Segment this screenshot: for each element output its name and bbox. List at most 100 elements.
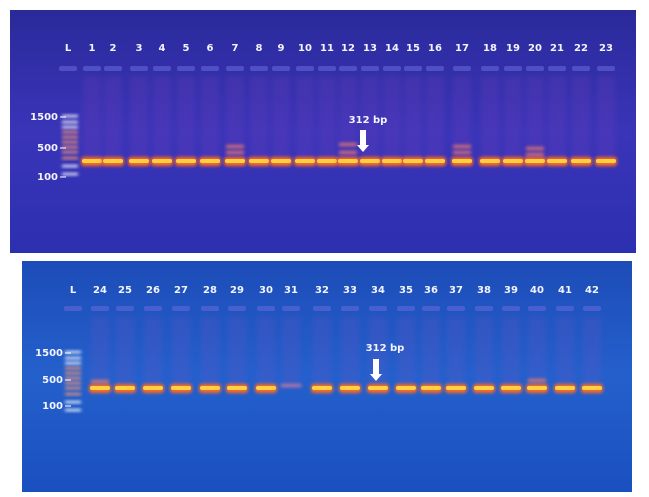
extra-band [339, 143, 357, 146]
lane-label: 32 [315, 285, 329, 296]
ladder-band [62, 121, 78, 123]
band [582, 386, 602, 390]
ladder-band [65, 367, 81, 369]
well [177, 66, 195, 71]
band [115, 386, 135, 390]
lane-label: 25 [118, 285, 132, 296]
well [153, 66, 171, 71]
well [397, 306, 415, 311]
lane-label: 1 [89, 43, 96, 54]
lane-label: 35 [399, 285, 413, 296]
gel-figure: L123456789101112131415161718192021222315… [0, 0, 649, 497]
lane-smear [597, 76, 615, 161]
lane-smear [91, 316, 109, 388]
band [82, 159, 102, 163]
well [296, 66, 314, 71]
band [249, 159, 269, 163]
well [130, 66, 148, 71]
lane-label: 30 [259, 285, 273, 296]
band [396, 386, 416, 390]
extra-band [339, 151, 357, 154]
well [481, 66, 499, 71]
well [383, 66, 401, 71]
ladder-band [62, 136, 78, 138]
lane-label: 38 [477, 285, 491, 296]
well [64, 306, 82, 311]
ladder-band [62, 151, 78, 153]
lane-smear [422, 316, 440, 388]
ladder-band [65, 357, 81, 359]
lane-label: 41 [558, 285, 572, 296]
well [144, 306, 162, 311]
lane-smear [226, 76, 244, 161]
well [59, 66, 77, 71]
lane-smear [130, 76, 148, 161]
lane-label: 2 [110, 43, 117, 54]
well [313, 306, 331, 311]
lane-label: L [65, 43, 72, 54]
lane-label: 34 [371, 285, 385, 296]
band [171, 386, 191, 390]
size-marker: 1500 [35, 348, 63, 359]
ladder-band [62, 165, 78, 167]
ladder-band [62, 173, 78, 175]
band [312, 386, 332, 390]
band [446, 386, 466, 390]
band [271, 159, 291, 163]
well [556, 306, 574, 311]
lane-smear [475, 316, 493, 388]
band [227, 386, 247, 390]
well [91, 306, 109, 311]
ladder-band [62, 141, 78, 143]
size-marker: 500 [42, 375, 63, 386]
band [368, 386, 388, 390]
size-marker: 100 [42, 401, 63, 412]
band [338, 159, 358, 163]
ladder-band [62, 157, 78, 159]
band [503, 159, 523, 163]
lane-label: 9 [278, 43, 285, 54]
well [226, 66, 244, 71]
lane-label: 14 [385, 43, 399, 54]
lane-smear [172, 316, 190, 388]
band [360, 159, 380, 163]
lane-label: 10 [298, 43, 312, 54]
band [129, 159, 149, 163]
size-marker: 1500 [30, 112, 58, 123]
ladder-band [65, 387, 81, 389]
lane-label: 36 [424, 285, 438, 296]
lane-smear [250, 76, 268, 161]
well [548, 66, 566, 71]
size-marker: 100 [37, 172, 58, 183]
ladder-band [65, 401, 81, 403]
band-glow [280, 384, 302, 387]
band [200, 159, 220, 163]
well [250, 66, 268, 71]
lane-label: 23 [599, 43, 613, 54]
lane-smear [528, 316, 546, 388]
well [475, 306, 493, 311]
band [474, 386, 494, 390]
band [452, 159, 472, 163]
ladder-band [65, 382, 81, 384]
extra-band [528, 379, 546, 382]
extra-band [526, 153, 544, 156]
well [83, 66, 101, 71]
lane-smear [481, 76, 499, 161]
extra-band [526, 147, 544, 150]
well [583, 306, 601, 311]
lane-smear [583, 316, 601, 388]
band [90, 386, 110, 390]
band [256, 386, 276, 390]
well [597, 66, 615, 71]
lane-smear [504, 76, 522, 161]
ladder-band [65, 377, 81, 379]
lane-label: 31 [284, 285, 298, 296]
extra-band [453, 145, 471, 148]
lane-label: 3 [136, 43, 143, 54]
lane-smear [257, 316, 275, 388]
band [152, 159, 172, 163]
ladder-band [65, 409, 81, 411]
well [426, 66, 444, 71]
band [596, 159, 616, 163]
